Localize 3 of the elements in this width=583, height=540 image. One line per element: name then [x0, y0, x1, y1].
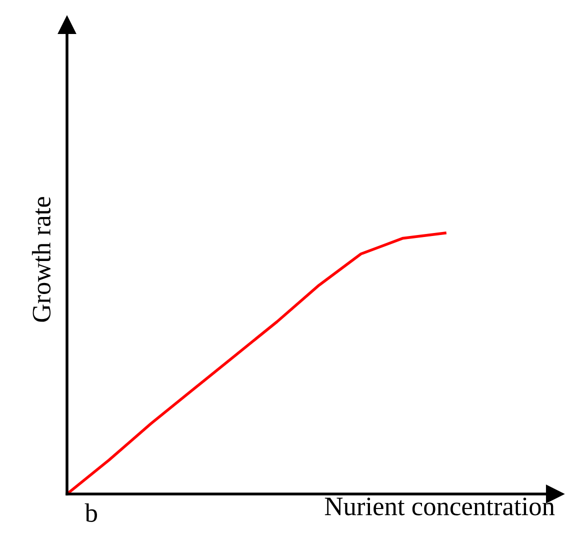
y-axis-title: Growth rate: [32, 197, 51, 322]
text: b: [84, 503, 97, 522]
x-axis-title: Nurient concentration: [324, 498, 555, 516]
